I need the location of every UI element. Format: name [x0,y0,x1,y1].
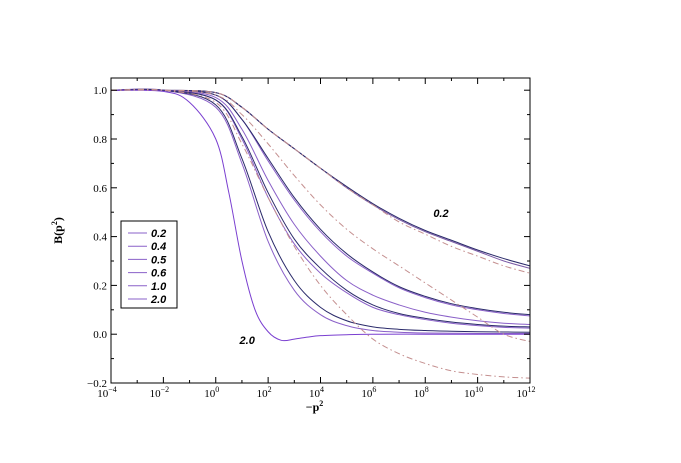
x-tick-label: 100 [204,385,219,400]
series-line-8 [110,88,531,333]
annotations-group: 0.2 2.0 [239,208,449,347]
x-tick-label: 1012 [517,385,536,400]
x-tick-base: 10 [204,388,216,400]
y-axis-label: B(p2) [50,217,65,244]
y-axis-label-main: B(p [51,225,65,244]
legend-box [120,220,178,309]
x-tick-exp: 0 [215,385,219,394]
curve-annotation: 2.0 [239,335,256,347]
series-line-3 [110,89,531,316]
x-tick-exp: 4 [320,385,324,394]
x-axis-label-sup: 2 [319,399,323,408]
y-tick-label: 0.0 [93,329,107,341]
legend-label: 0.6 [151,268,167,280]
series-line-6 [110,88,531,328]
x-tick-label: 104 [309,385,324,400]
x-tick-base: 10 [97,388,109,400]
x-tick-base: 10 [257,388,269,400]
legend-label: 0.2 [151,228,166,240]
x-tick-label: 1010 [464,385,483,400]
series-line-1 [110,89,531,267]
x-tick-exp: 12 [528,385,536,394]
x-tick-label: 10−4 [97,385,117,400]
x-tick-label: 10−2 [150,385,170,400]
y-tick-label: 0.4 [93,232,107,244]
x-tick-exp: 6 [372,385,376,394]
legend-items: 0.20.40.5 0.61.02.0 [128,228,167,306]
y-axis-label-sup: 2 [50,221,59,225]
y-tick-label: −0.2 [87,378,107,390]
y-tick-label: 1.0 [93,85,107,97]
legend: 0.20.40.5 0.61.02.0 [120,220,178,309]
x-axis-label-main: −p [306,400,320,414]
legend-label: 2.0 [150,294,167,306]
x-tick-label: 102 [257,385,272,400]
x-tick-exp: 10 [475,385,483,394]
series-line-9 [110,89,530,342]
curve-annotation: 0.2 [433,208,448,220]
x-tick-base: 10 [309,388,321,400]
series-line-7 [110,88,530,334]
legend-label: 0.4 [151,241,166,253]
series-line-4 [110,89,531,325]
legend-label: 1.0 [151,281,167,293]
series-line-11 [110,89,531,343]
y-tick-label: 0.8 [93,134,107,146]
y-axis-label-close: ) [51,217,65,221]
x-tick-exp: 8 [425,385,429,394]
x-tick-exp: −4 [108,385,117,394]
x-tick-base: 10 [361,388,373,400]
x-tick-base: 10 [150,388,162,400]
y-tick-label: 0.2 [93,280,107,292]
y-ticks-group: −0.20.00.20.40.60.81.0 [87,85,530,390]
x-tick-base: 10 [517,388,529,400]
x-tick-label: 108 [414,385,429,400]
curves-group [110,88,531,379]
x-ticks-group: 10−4 10−2 100 102 104 106 108 1010 1012 [97,78,536,400]
x-tick-base: 10 [414,388,426,400]
x-tick-base: 10 [464,388,476,400]
y-tick-label: 0.6 [93,183,107,195]
x-tick-label: 106 [361,385,376,400]
x-tick-exp: −2 [161,385,170,394]
x-axis-label: −p2 [306,399,324,414]
legend-label: 0.5 [151,254,167,266]
x-tick-exp: 2 [268,385,272,394]
series-line-12 [110,89,531,274]
